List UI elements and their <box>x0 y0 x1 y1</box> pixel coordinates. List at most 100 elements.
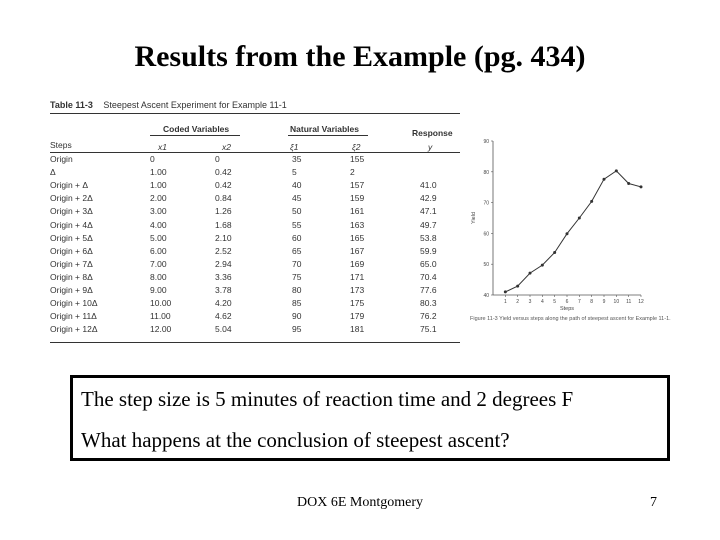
yield-data-point <box>639 185 643 189</box>
x-tick-label: 8 <box>590 299 593 305</box>
cell-y: 77.6 <box>420 285 437 295</box>
cell-xi1: 70 <box>292 258 302 269</box>
cell-steps: Origin + 5Δ <box>50 232 93 243</box>
cell-xi2: 173 <box>350 285 365 295</box>
table-caption: Table 11-3 Steepest Ascent Experiment fo… <box>50 100 287 110</box>
table-row: Origin + 9Δ 9.00 3.78 80 173 77.6 <box>50 285 460 298</box>
table-label: Table 11-3 <box>50 100 93 110</box>
cell-y: 53.8 <box>420 232 437 243</box>
cell-x1: 9.00 <box>150 285 167 295</box>
page-number: 7 <box>650 495 657 510</box>
cell-x1: 3.00 <box>150 206 167 217</box>
table-row: Origin + 4Δ 4.00 1.68 55 163 49.7 <box>50 220 460 233</box>
cell-y: 41.0 <box>420 180 437 191</box>
figure-caption: Figure 11-3 Yield versus steps along the… <box>470 316 671 322</box>
cell-y: 49.7 <box>420 219 437 230</box>
cell-x1: 5.00 <box>150 232 167 243</box>
x-tick-label: 4 <box>541 299 544 305</box>
x-tick-label: 10 <box>614 299 620 305</box>
cell-x1: 4.00 <box>150 219 167 230</box>
cell-x2: 1.26 <box>215 206 232 217</box>
table-row: Origin + 8Δ 8.00 3.36 75 171 70.4 <box>50 272 460 285</box>
cell-y: 70.4 <box>420 271 437 282</box>
yield-data-point <box>590 199 594 203</box>
yield-data-point <box>577 216 581 220</box>
cell-xi2: 155 <box>350 154 365 164</box>
cell-xi2: 169 <box>350 258 365 269</box>
cell-xi1: 65 <box>292 245 302 256</box>
cell-y: 65.0 <box>420 258 437 269</box>
cell-xi1: 55 <box>292 219 302 230</box>
cell-xi2: 167 <box>350 245 365 256</box>
cell-x2: 2.52 <box>215 245 232 256</box>
cell-steps: Origin + 7Δ <box>50 258 93 269</box>
chart-series <box>503 169 643 294</box>
chart-y-axis-label: Yield <box>471 212 477 224</box>
cell-steps: Origin <box>50 154 73 164</box>
callout-box: The step size is 5 minutes of reaction t… <box>70 375 670 461</box>
table-row: Origin + 10Δ 10.00 4.20 85 175 80.3 <box>50 298 460 311</box>
x-tick-label: 2 <box>516 299 519 305</box>
cell-x2: 0 <box>215 154 220 164</box>
table-row: Δ 1.00 0.42 5 2 <box>50 167 460 180</box>
table-bottom-rule <box>50 342 460 343</box>
table-row: Origin 0 0 35 155 <box>50 154 460 167</box>
cell-xi2: 159 <box>350 193 365 204</box>
cell-x1: 8.00 <box>150 271 167 282</box>
chart-axes <box>492 141 641 296</box>
cell-x2: 2.10 <box>215 232 232 243</box>
cell-x1: 7.00 <box>150 258 167 269</box>
cell-steps: Origin + 4Δ <box>50 219 93 230</box>
cell-steps: Origin + 11Δ <box>50 311 97 322</box>
header-steps: Steps <box>50 140 72 150</box>
table-title: Steepest Ascent Experiment for Example 1… <box>103 100 287 110</box>
header-xi2: ξ2 <box>352 142 361 152</box>
cell-xi1: 50 <box>292 206 302 217</box>
y-tick-label: 50 <box>483 262 489 268</box>
coded-group-rule <box>150 135 240 136</box>
table-row: Origin + 11Δ 11.00 4.62 90 179 76.2 <box>50 311 460 324</box>
x-tick-label: 12 <box>638 299 644 305</box>
cell-x1: 6.00 <box>150 245 167 256</box>
cell-steps: Origin + 2Δ <box>50 193 93 204</box>
slide-title: Results from the Example (pg. 434) <box>134 40 586 73</box>
cell-xi1: 40 <box>292 180 302 191</box>
cell-x1: 1.00 <box>150 167 167 178</box>
cell-xi1: 90 <box>292 311 302 322</box>
cell-y: 59.9 <box>420 245 437 256</box>
cell-x2: 4.62 <box>215 311 232 322</box>
cell-steps: Origin + Δ <box>50 180 89 191</box>
header-x1: x1 <box>158 142 167 152</box>
y-tick-label: 40 <box>483 293 489 299</box>
x-tick-label: 11 <box>626 299 631 305</box>
cell-steps: Origin + 6Δ <box>50 245 93 256</box>
cell-xi1: 60 <box>292 232 302 243</box>
y-tick-label: 90 <box>483 139 489 145</box>
cell-y: 47.1 <box>420 206 437 217</box>
table-row: Origin + 5Δ 5.00 2.10 60 165 53.8 <box>50 233 460 246</box>
cell-steps: Δ <box>50 167 56 178</box>
cell-x2: 2.94 <box>215 258 232 269</box>
y-tick-label: 60 <box>483 231 489 237</box>
x-tick-label: 6 <box>566 299 569 305</box>
y-tick-label: 80 <box>483 170 489 176</box>
header-x2: x2 <box>222 142 231 152</box>
table-row: Origin + Δ 1.00 0.42 40 157 41.0 <box>50 180 460 193</box>
table-row: Origin + 12Δ 12.00 5.04 95 181 75.1 <box>50 324 460 337</box>
yield-data-point <box>565 232 569 236</box>
cell-x2: 4.20 <box>215 298 232 309</box>
table-row: Origin + 2Δ 2.00 0.84 45 159 42.9 <box>50 193 460 206</box>
header-response: Response <box>412 128 453 138</box>
cell-x2: 3.78 <box>215 285 232 295</box>
table-row: Origin + 6Δ 6.00 2.52 65 167 59.9 <box>50 246 460 259</box>
yield-data-point <box>553 250 557 254</box>
natural-group-rule <box>288 135 368 136</box>
steepest-ascent-table: Table 11-3 Steepest Ascent Experiment fo… <box>50 100 460 345</box>
yield-data-point <box>528 271 532 275</box>
table-row: Origin + 3Δ 3.00 1.26 50 161 47.1 <box>50 206 460 219</box>
x-tick-label: 1 <box>504 299 507 305</box>
cell-xi1: 5 <box>292 167 297 178</box>
cell-steps: Origin + 9Δ <box>50 285 93 295</box>
